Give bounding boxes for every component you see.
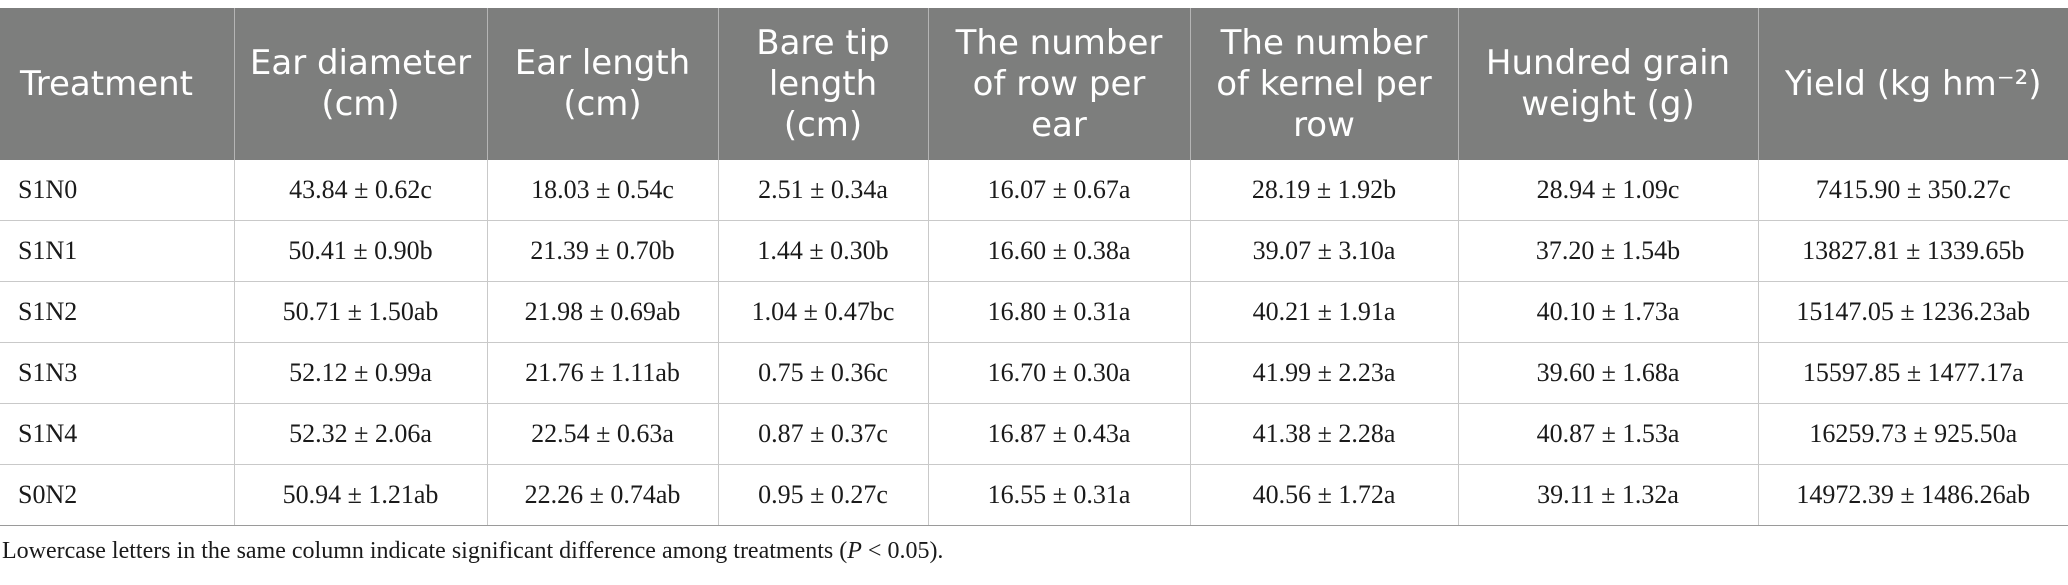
treatment-cell: S1N1 [0,220,234,282]
treatment-cell: S1N0 [0,160,234,221]
value-cell: 39.60 ± 1.68a [1457,342,1758,404]
value-cell: 22.54 ± 0.63a [486,403,718,465]
header-row: Treatment Ear diameter (cm) Ear length (cm… [0,8,2068,160]
value-cell: 50.71 ± 1.50ab [233,281,487,343]
results-table-container: Treatment Ear diameter (cm) Ear length (cm… [0,8,2068,565]
value-cell: 15597.85 ± 1477.17a [1757,342,2068,404]
table-footnote: Lowercase letters in the same column ind… [0,538,2068,565]
treatment-cell: S1N3 [0,342,234,404]
value-cell: 14972.39 ± 1486.26ab [1757,464,2068,526]
value-cell: 2.51 ± 0.34a [717,160,928,221]
value-cell: 50.94 ± 1.21ab [233,464,487,526]
table-row: S1N4 52.32 ± 2.06a 22.54 ± 0.63a 0.87 ± 0.3… [0,403,2068,465]
table-row: S0N2 50.94 ± 1.21ab 22.26 ± 0.74ab 0.95 ± 0… [0,464,2068,526]
value-cell: 7415.90 ± 350.27c [1757,160,2068,221]
value-cell: 16259.73 ± 925.50a [1757,403,2068,465]
value-cell: 28.94 ± 1.09c [1457,160,1758,221]
table-body: S1N0 43.84 ± 0.62c 18.03 ± 0.54c 2.51 ± 0.3… [0,160,2068,526]
value-cell: 0.75 ± 0.36c [717,342,928,404]
table-row: S1N2 50.71 ± 1.50ab 21.98 ± 0.69ab 1.04 ± 0… [0,281,2068,343]
results-table: Treatment Ear diameter (cm) Ear length (cm… [0,8,2068,526]
value-cell: 21.76 ± 1.11ab [486,342,718,404]
treatment-cell: S1N2 [0,281,234,343]
value-cell: 21.98 ± 0.69ab [486,281,718,343]
treatment-cell: S0N2 [0,464,234,526]
value-cell: 39.11 ± 1.32a [1457,464,1758,526]
column-header: Treatment [0,8,234,160]
table-header: Treatment Ear diameter (cm) Ear length (cm… [0,8,2068,160]
value-cell: 16.07 ± 0.67a [927,160,1190,221]
table-row: S1N1 50.41 ± 0.90b 21.39 ± 0.70b 1.44 ± 0.3… [0,220,2068,282]
value-cell: 16.60 ± 0.38a [927,220,1190,282]
value-cell: 41.99 ± 2.23a [1189,342,1458,404]
column-header: The number of row per ear [927,8,1190,160]
column-header: Hundred grain weight (g) [1457,8,1758,160]
value-cell: 37.20 ± 1.54b [1457,220,1758,282]
column-header: Yield (kg hm⁻²) [1757,8,2068,160]
value-cell: 40.87 ± 1.53a [1457,403,1758,465]
value-cell: 40.10 ± 1.73a [1457,281,1758,343]
value-cell: 22.26 ± 0.74ab [486,464,718,526]
value-cell: 13827.81 ± 1339.65b [1757,220,2068,282]
value-cell: 16.87 ± 0.43a [927,403,1190,465]
column-header: Ear length (cm) [486,8,718,160]
value-cell: 52.12 ± 0.99a [233,342,487,404]
value-cell: 16.55 ± 0.31a [927,464,1190,526]
column-header: The number of kernel per row [1189,8,1458,160]
value-cell: 50.41 ± 0.90b [233,220,487,282]
value-cell: 1.44 ± 0.30b [717,220,928,282]
value-cell: 0.95 ± 0.27c [717,464,928,526]
value-cell: 40.56 ± 1.72a [1189,464,1458,526]
table-row: S1N0 43.84 ± 0.62c 18.03 ± 0.54c 2.51 ± 0.3… [0,160,2068,221]
value-cell: 16.80 ± 0.31a [927,281,1190,343]
footnote-p-symbol: P [847,538,862,564]
value-cell: 15147.05 ± 1236.23ab [1757,281,2068,343]
value-cell: 28.19 ± 1.92b [1189,160,1458,221]
value-cell: 43.84 ± 0.62c [233,160,487,221]
treatment-cell: S1N4 [0,403,234,465]
value-cell: 0.87 ± 0.37c [717,403,928,465]
value-cell: 16.70 ± 0.30a [927,342,1190,404]
value-cell: 39.07 ± 3.10a [1189,220,1458,282]
value-cell: 41.38 ± 2.28a [1189,403,1458,465]
column-header: Ear diameter (cm) [233,8,487,160]
value-cell: 40.21 ± 1.91a [1189,281,1458,343]
table-row: S1N3 52.12 ± 0.99a 21.76 ± 1.11ab 0.75 ± 0.… [0,342,2068,404]
column-header: Bare tip length (cm) [717,8,928,160]
footnote-text-after: < 0.05). [861,538,944,564]
value-cell: 1.04 ± 0.47bc [717,281,928,343]
value-cell: 21.39 ± 0.70b [486,220,718,282]
footnote-text-before: Lowercase letters in the same column ind… [2,538,848,564]
value-cell: 18.03 ± 0.54c [486,160,718,221]
value-cell: 52.32 ± 2.06a [233,403,487,465]
